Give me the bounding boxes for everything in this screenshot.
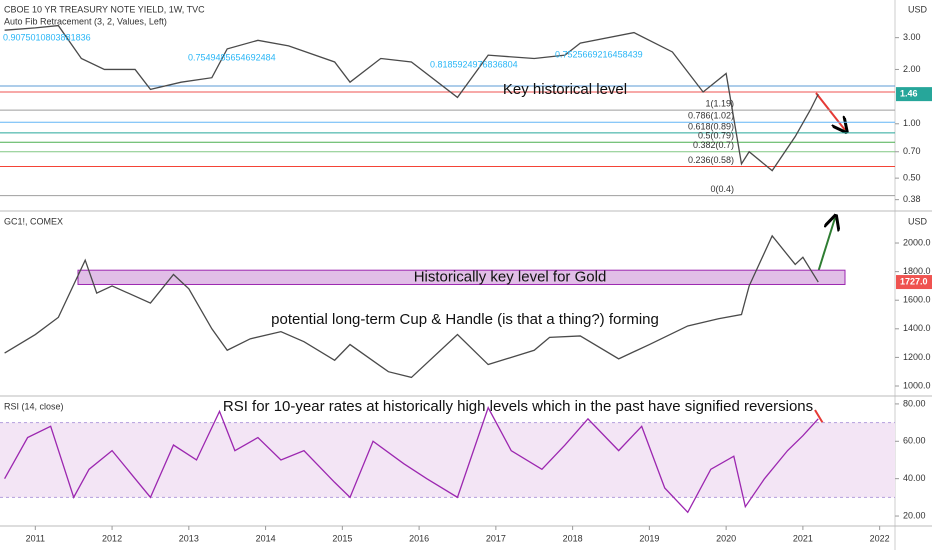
last-price-label: 1.46 xyxy=(900,88,918,98)
last-price-box xyxy=(896,275,932,290)
x-tick-label: 2022 xyxy=(870,533,890,543)
fib-label: 0.236(0.58) xyxy=(688,155,734,165)
price-line xyxy=(4,234,819,379)
annotation: 0.7549485654692484 xyxy=(188,52,276,62)
price-line xyxy=(4,24,819,172)
y-tick-label: 1200.0 xyxy=(903,352,931,362)
fib-label: 0.618(0.89) xyxy=(688,121,734,131)
y-tick-label: 1000.0 xyxy=(903,380,931,390)
y-tick-label: 60.00 xyxy=(903,436,926,446)
y-tick-label: 40.00 xyxy=(903,473,926,483)
key-zone xyxy=(77,269,846,285)
annotation: Key historical level xyxy=(503,81,627,98)
currency: USD xyxy=(908,216,928,226)
y-tick-label: 1600.0 xyxy=(903,295,931,305)
x-tick-label: 2017 xyxy=(486,533,506,543)
x-tick-label: 2012 xyxy=(102,533,122,543)
price-line xyxy=(4,406,819,514)
last-price-box xyxy=(896,87,932,102)
y-tick-label: 2.00 xyxy=(903,64,921,74)
annotation: potential long-term Cup & Handle (is tha… xyxy=(271,311,659,328)
x-tick-label: 2013 xyxy=(179,533,199,543)
y-tick-label: 1.00 xyxy=(903,118,921,128)
annotation: 0.8185924976836804 xyxy=(430,59,518,69)
fib-label: 0(0.4) xyxy=(710,184,734,194)
x-tick-label: 2016 xyxy=(409,533,429,543)
y-tick-label: 0.38 xyxy=(903,194,921,204)
y-tick-label: 2000.0 xyxy=(903,237,931,247)
fib-label: 1(1.19) xyxy=(705,99,734,109)
x-tick-label: 2021 xyxy=(793,533,813,543)
y-tick-label: 20.00 xyxy=(903,510,926,520)
y-tick-label: 3.00 xyxy=(903,32,921,42)
pane-title: CBOE 10 YR TREASURY NOTE YIELD, 1W, TVC xyxy=(4,4,205,14)
x-tick-label: 2011 xyxy=(26,533,45,543)
annotation: RSI for 10-year rates at historically hi… xyxy=(223,398,813,415)
y-tick-label: 0.50 xyxy=(903,173,921,183)
fib-label: 0.5(0.79) xyxy=(698,131,734,141)
y-tick-label: 0.70 xyxy=(903,146,921,156)
x-tick-label: 2019 xyxy=(639,533,659,543)
annotation: 0.9075010803881836 xyxy=(3,32,91,42)
y-tick-label: 80.00 xyxy=(903,398,926,408)
red-arrow xyxy=(815,92,845,130)
fib-label: 0.786(1.02) xyxy=(688,111,734,121)
currency: USD xyxy=(908,4,928,14)
rsi-band xyxy=(0,422,895,498)
x-tick-label: 2020 xyxy=(716,533,736,543)
y-tick-label: 1400.0 xyxy=(903,323,931,333)
x-tick-label: 2014 xyxy=(256,533,276,543)
pane-title: RSI (14, close) xyxy=(4,401,64,411)
x-tick-label: 2018 xyxy=(563,533,583,543)
pane-title: GC1!, COMEX xyxy=(4,216,63,226)
fib-label: 0.382(0.7) xyxy=(693,140,734,150)
zone-label: Historically key level for Gold xyxy=(414,268,607,285)
y-tick-label: 1800.0 xyxy=(903,266,931,276)
pane-subtitle: Auto Fib Retracement (3, 2, Values, Left… xyxy=(4,16,167,26)
x-tick-label: 2015 xyxy=(332,533,352,543)
last-price-label: 1727.0 xyxy=(900,276,928,286)
annotation: 0.7525669216458439 xyxy=(555,49,643,59)
